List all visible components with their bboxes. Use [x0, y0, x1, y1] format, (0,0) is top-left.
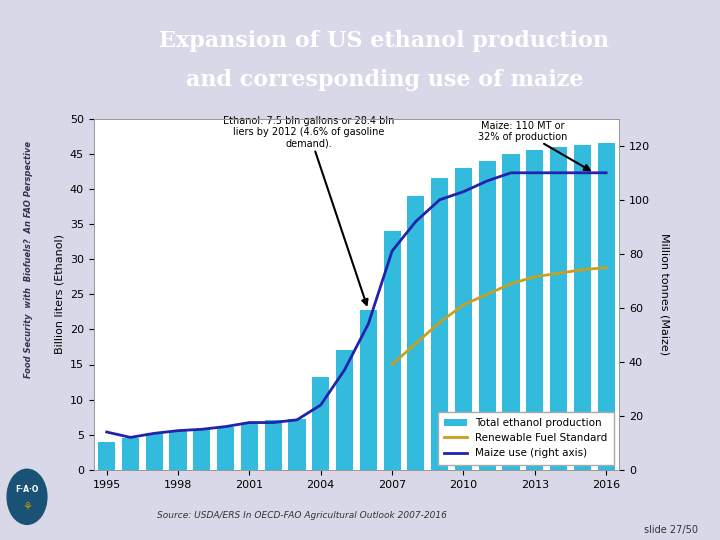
- Text: Source: USDA/ERS In OECD-FAO Agricultural Outlook 2007-2016: Source: USDA/ERS In OECD-FAO Agricultura…: [158, 511, 447, 520]
- Bar: [193, 429, 210, 470]
- Text: •Bio-diesel
production to
remain limited
due to lower
profitability
caused by hi: •Bio-diesel production to remain limited…: [107, 131, 183, 262]
- Bar: [479, 161, 496, 470]
- Text: and corresponding use of maize: and corresponding use of maize: [186, 69, 583, 91]
- Y-axis label: Billion liters (Ethanol): Billion liters (Ethanol): [54, 234, 64, 354]
- Bar: [145, 433, 163, 470]
- Bar: [598, 143, 615, 470]
- Bar: [289, 419, 305, 470]
- Bar: [455, 168, 472, 470]
- Bar: [503, 154, 520, 470]
- Bar: [217, 427, 234, 470]
- Y-axis label: Million tonnes (Maize): Million tonnes (Maize): [660, 233, 670, 355]
- Bar: [169, 431, 186, 470]
- Text: ⚘: ⚘: [22, 502, 32, 511]
- Bar: [550, 147, 567, 470]
- Bar: [408, 196, 424, 470]
- Text: Expansion of US ethanol production: Expansion of US ethanol production: [160, 30, 609, 52]
- Bar: [312, 377, 329, 470]
- Bar: [240, 423, 258, 470]
- Bar: [574, 145, 591, 470]
- Text: slide 27/50: slide 27/50: [644, 525, 698, 535]
- Text: Maize: 110 MT or
32% of production: Maize: 110 MT or 32% of production: [478, 121, 590, 170]
- Bar: [431, 178, 449, 470]
- Text: Ethanol: 7.5 bln gallons or 28.4 bln
liers by 2012 (4.6% of gasoline
demand).: Ethanol: 7.5 bln gallons or 28.4 bln lie…: [223, 116, 395, 305]
- Bar: [264, 420, 282, 470]
- Text: Food Security  with  Biofuels?  An FAO Perspective: Food Security with Biofuels? An FAO Pers…: [24, 141, 32, 377]
- Bar: [384, 231, 400, 470]
- Bar: [98, 442, 115, 470]
- Ellipse shape: [7, 469, 47, 524]
- Bar: [526, 150, 544, 470]
- Bar: [336, 350, 353, 470]
- Legend: Total ethanol production, Renewable Fuel Standard, Maize use (right axis): Total ethanol production, Renewable Fuel…: [438, 411, 614, 464]
- Text: F·A·O: F·A·O: [15, 484, 39, 494]
- Bar: [360, 310, 377, 470]
- Bar: [122, 438, 139, 470]
